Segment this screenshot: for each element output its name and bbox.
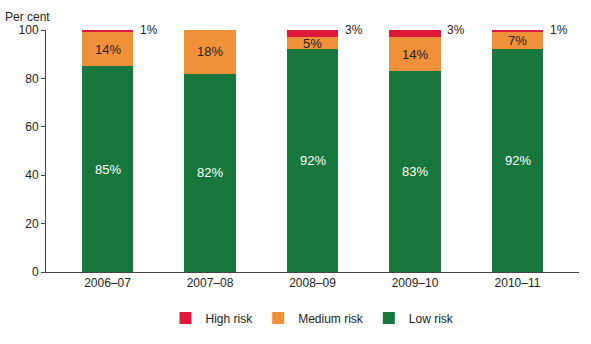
svg-text:80: 80 [25,72,39,86]
svg-text:High risk: High risk [206,312,254,326]
svg-text:92%: 92% [300,153,326,168]
svg-text:83%: 83% [402,164,428,179]
svg-text:3%: 3% [447,23,465,37]
svg-text:Per cent: Per cent [5,10,50,24]
svg-text:2008–09: 2008–09 [289,276,336,290]
svg-text:85%: 85% [95,162,121,177]
svg-text:18%: 18% [197,44,223,59]
svg-text:82%: 82% [197,165,223,180]
svg-text:1%: 1% [550,23,568,37]
svg-text:2009–10: 2009–10 [392,276,439,290]
svg-text:2010–11: 2010–11 [495,276,541,290]
svg-text:Low risk: Low risk [409,312,454,326]
svg-text:3%: 3% [345,23,363,37]
svg-text:20: 20 [25,217,39,231]
svg-text:1%: 1% [140,23,158,37]
svg-text:14%: 14% [402,47,428,62]
svg-text:2006–07: 2006–07 [84,276,131,290]
svg-text:5%: 5% [303,36,322,51]
svg-text:100: 100 [19,23,39,37]
svg-text:0: 0 [32,265,39,279]
svg-text:92%: 92% [505,153,531,168]
svg-text:2007–08: 2007–08 [187,276,234,290]
svg-text:60: 60 [25,120,39,134]
svg-text:40: 40 [25,168,39,182]
svg-text:Medium risk: Medium risk [298,312,364,326]
svg-text:14%: 14% [95,42,121,57]
svg-text:7%: 7% [508,33,527,48]
